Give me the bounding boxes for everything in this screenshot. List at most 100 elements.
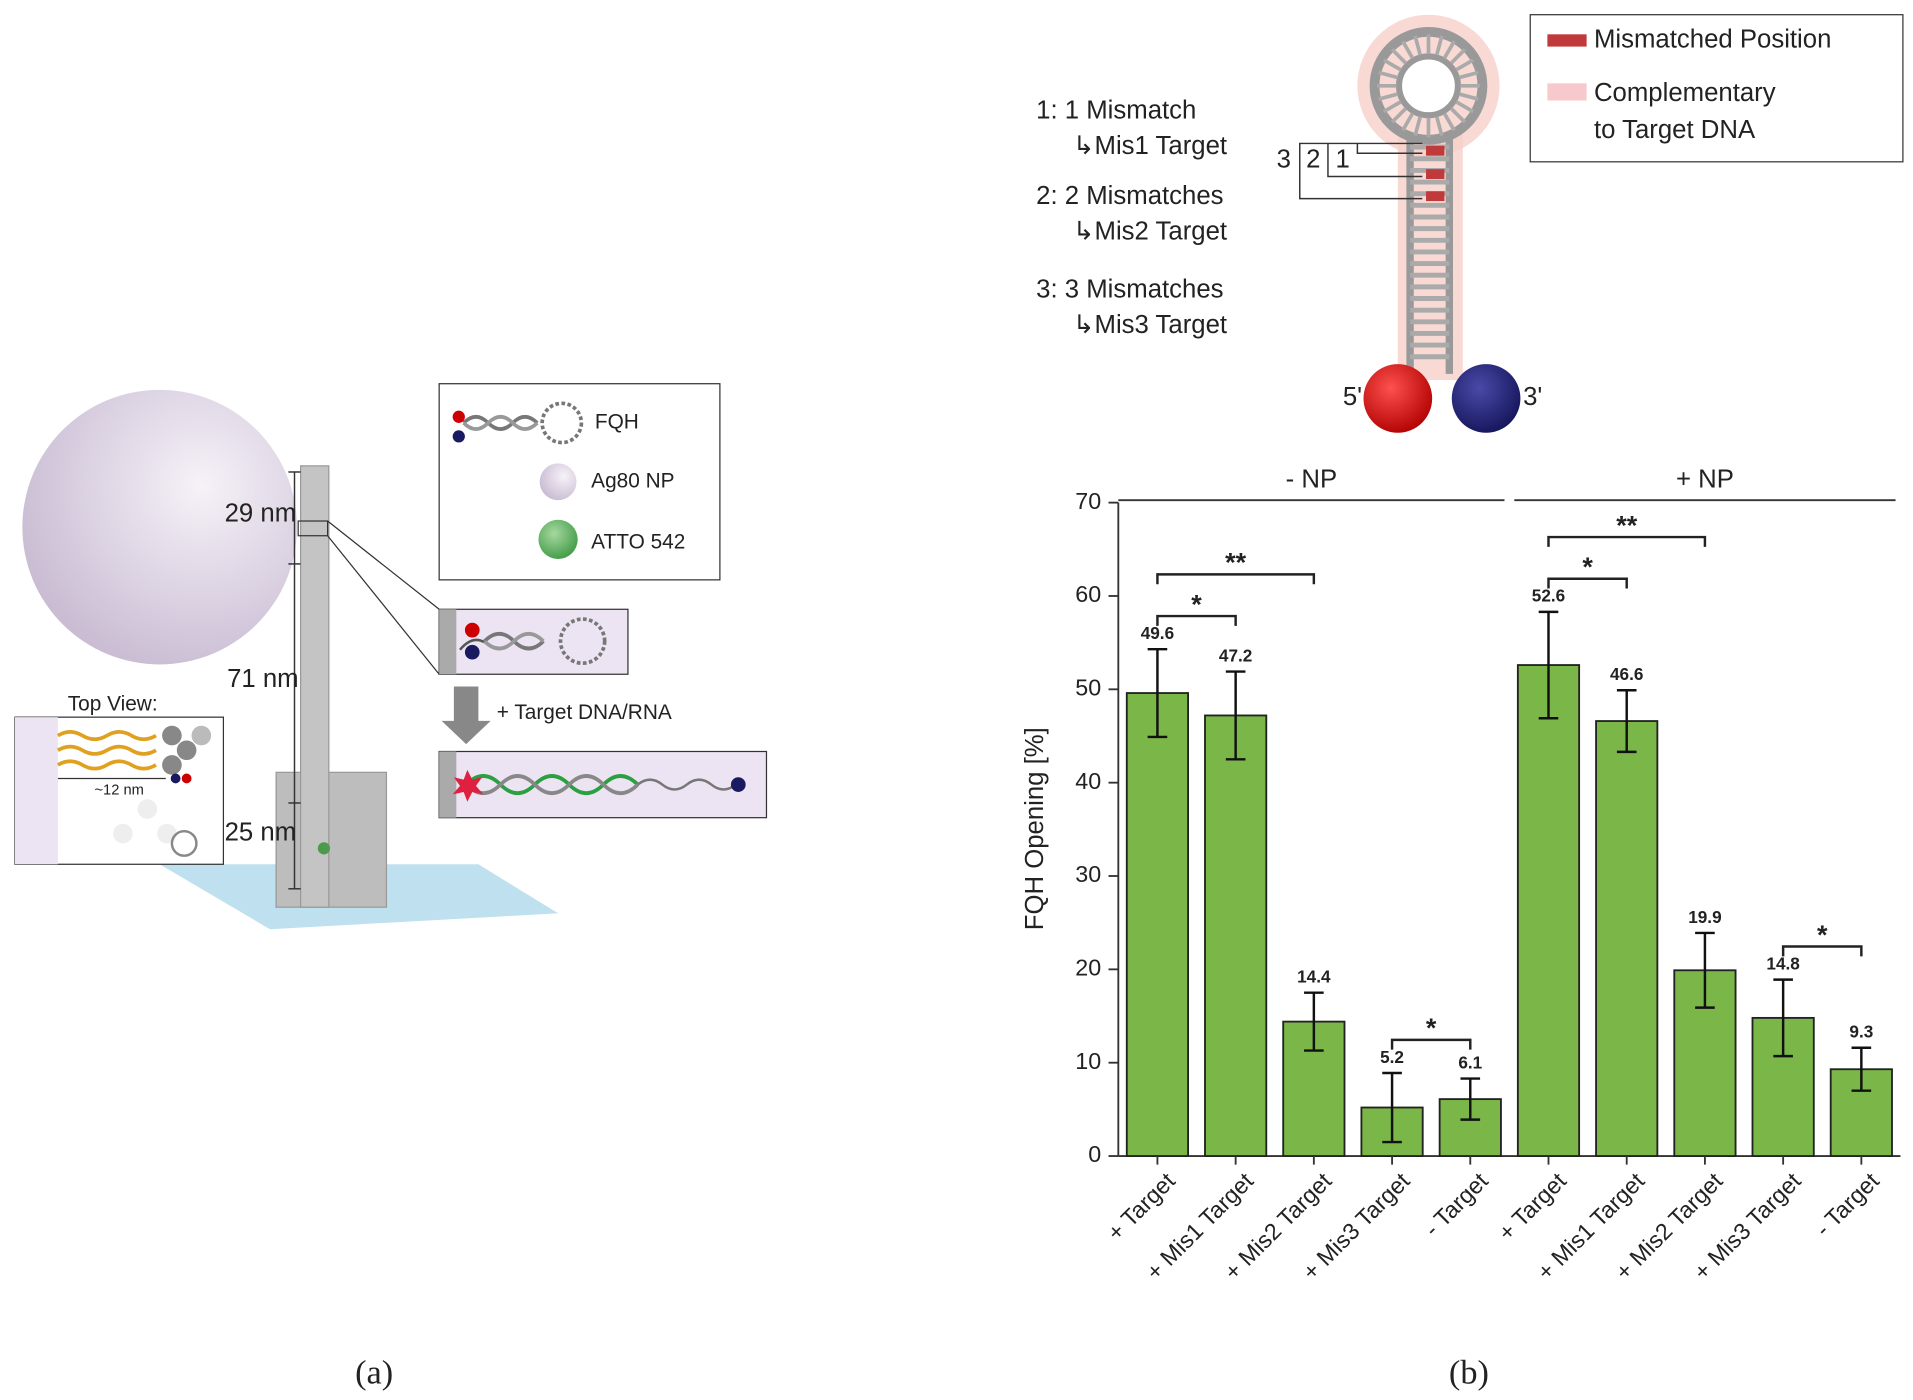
- bar: [1595, 720, 1659, 1157]
- value-label: 14.4: [1297, 967, 1331, 987]
- legend-label: Complementary: [1594, 79, 1776, 107]
- bar: [1204, 714, 1268, 1157]
- variant-target: ↳Mis2 Target: [1073, 218, 1227, 246]
- loop-base: [1455, 58, 1474, 72]
- dimension-lines: [288, 471, 301, 890]
- x-tick-label: + Target: [1102, 1167, 1180, 1245]
- fqh-open: [452, 769, 746, 802]
- loop-base: [1458, 70, 1479, 80]
- loop-base: [1382, 100, 1402, 114]
- y-tick-label: 60: [1075, 581, 1101, 607]
- loop-base: [1378, 92, 1399, 101]
- position-brackets: [1299, 142, 1423, 200]
- fluor-end: [1451, 364, 1521, 433]
- legend-label: Ag80 NP: [591, 469, 674, 492]
- group-label: - NP: [1286, 465, 1337, 493]
- x-tick-label: - Target: [1419, 1167, 1493, 1241]
- significance-bracket: [1156, 573, 1316, 585]
- loop-base: [1449, 48, 1467, 65]
- legend-swatch: [1547, 34, 1587, 47]
- value-label: 19.9: [1688, 907, 1721, 927]
- fqh-icon: [452, 401, 584, 445]
- top-view-title: Top View:: [68, 692, 158, 715]
- x-tick-label: + Target: [1493, 1167, 1571, 1245]
- legend-swatch: [1547, 83, 1587, 101]
- error-bar: [1695, 931, 1715, 1009]
- significance-label: *: [1191, 589, 1202, 619]
- error-bar: [1225, 670, 1246, 761]
- y-tick-label: 0: [1088, 1141, 1101, 1167]
- step-label: + Target DNA/RNA: [497, 701, 672, 724]
- value-label: 6.1: [1458, 1052, 1482, 1072]
- significance-label: *: [1582, 552, 1593, 582]
- significance-bracket: [1781, 945, 1863, 957]
- loop-base: [1458, 92, 1479, 101]
- significance-bracket: [1547, 535, 1707, 547]
- loop-base: [1449, 107, 1467, 124]
- legend-label: FQH: [595, 410, 639, 433]
- x-tick-label: - Target: [1810, 1167, 1884, 1241]
- step-arrow: [441, 686, 491, 745]
- error-bar: [1538, 610, 1559, 720]
- group-label: + NP: [1676, 465, 1734, 493]
- bar: [1516, 664, 1581, 1157]
- value-label: 47.2: [1219, 645, 1252, 665]
- legend-np: [539, 463, 577, 501]
- value-label: 5.2: [1380, 1047, 1404, 1067]
- fqh-closed: [459, 617, 607, 666]
- caption: (a): [355, 1353, 393, 1391]
- caption: (b): [1449, 1353, 1489, 1391]
- variant-label: 1: 1 Mismatch: [1036, 96, 1196, 124]
- y-tick-label: 30: [1075, 861, 1101, 887]
- scale-label: 25 nm: [225, 818, 297, 846]
- position-label: 1: [1336, 145, 1350, 173]
- variant-label: 2: 2 Mismatches: [1036, 182, 1223, 210]
- value-label: 9.3: [1849, 1022, 1873, 1042]
- bar: [1125, 692, 1189, 1157]
- significance-label: *: [1426, 1013, 1437, 1043]
- loop-base: [1390, 48, 1408, 65]
- panel-b-diagram: 5' 3' Mismatched Position Complementary …: [1036, 14, 1904, 1391]
- loop-base: [1442, 112, 1456, 132]
- position-label: 2: [1306, 145, 1320, 173]
- legend-box: [438, 383, 721, 581]
- variant-label: 3: 3 Mismatches: [1036, 275, 1223, 303]
- loop-base: [1434, 116, 1444, 137]
- y-tick-label: 20: [1075, 955, 1101, 981]
- variant-target: ↳Mis3 Target: [1073, 311, 1227, 339]
- value-label: 46.6: [1610, 664, 1643, 684]
- error-bar: [1382, 1071, 1402, 1144]
- value-label: 52.6: [1532, 586, 1565, 606]
- quencher-end: [1363, 364, 1433, 433]
- top-view-np: [14, 717, 58, 865]
- position-label: 3: [1277, 145, 1291, 173]
- value-label: 49.6: [1141, 623, 1174, 643]
- variant-target: ↳Mis1 Target: [1073, 132, 1227, 160]
- loop-base: [1378, 70, 1399, 80]
- nanoparticle: [22, 389, 297, 665]
- end-label: 3': [1523, 383, 1542, 411]
- error-bar: [1147, 647, 1168, 739]
- loop-base: [1401, 112, 1415, 132]
- value-label: 14.8: [1766, 953, 1800, 973]
- mismatch: [1426, 145, 1445, 156]
- error-bar: [1773, 978, 1793, 1058]
- legend-box: [1529, 14, 1904, 163]
- error-bar: [1304, 991, 1324, 1052]
- error-bar: [1616, 689, 1637, 754]
- y-tick-label: 50: [1075, 674, 1101, 700]
- inset-wall: [439, 751, 457, 818]
- scale-label: 29 nm: [225, 500, 297, 528]
- top-view-helices: [56, 725, 212, 857]
- panel-a: 29 nm 71 nm 25 nm FQH Ag80 NP ATTO 542 +…: [14, 383, 768, 1391]
- y-tick-label: 40: [1075, 768, 1101, 794]
- y-tick-label: 70: [1075, 488, 1101, 514]
- y-axis-label: FQH Opening [%]: [1021, 727, 1049, 930]
- mismatch: [1426, 191, 1445, 202]
- legend-label: Mismatched Position: [1594, 25, 1831, 53]
- significance-bracket: [1156, 614, 1237, 626]
- significance-label: *: [1817, 920, 1828, 950]
- loop-base: [1390, 107, 1408, 124]
- legend-label: ATTO 542: [591, 531, 685, 554]
